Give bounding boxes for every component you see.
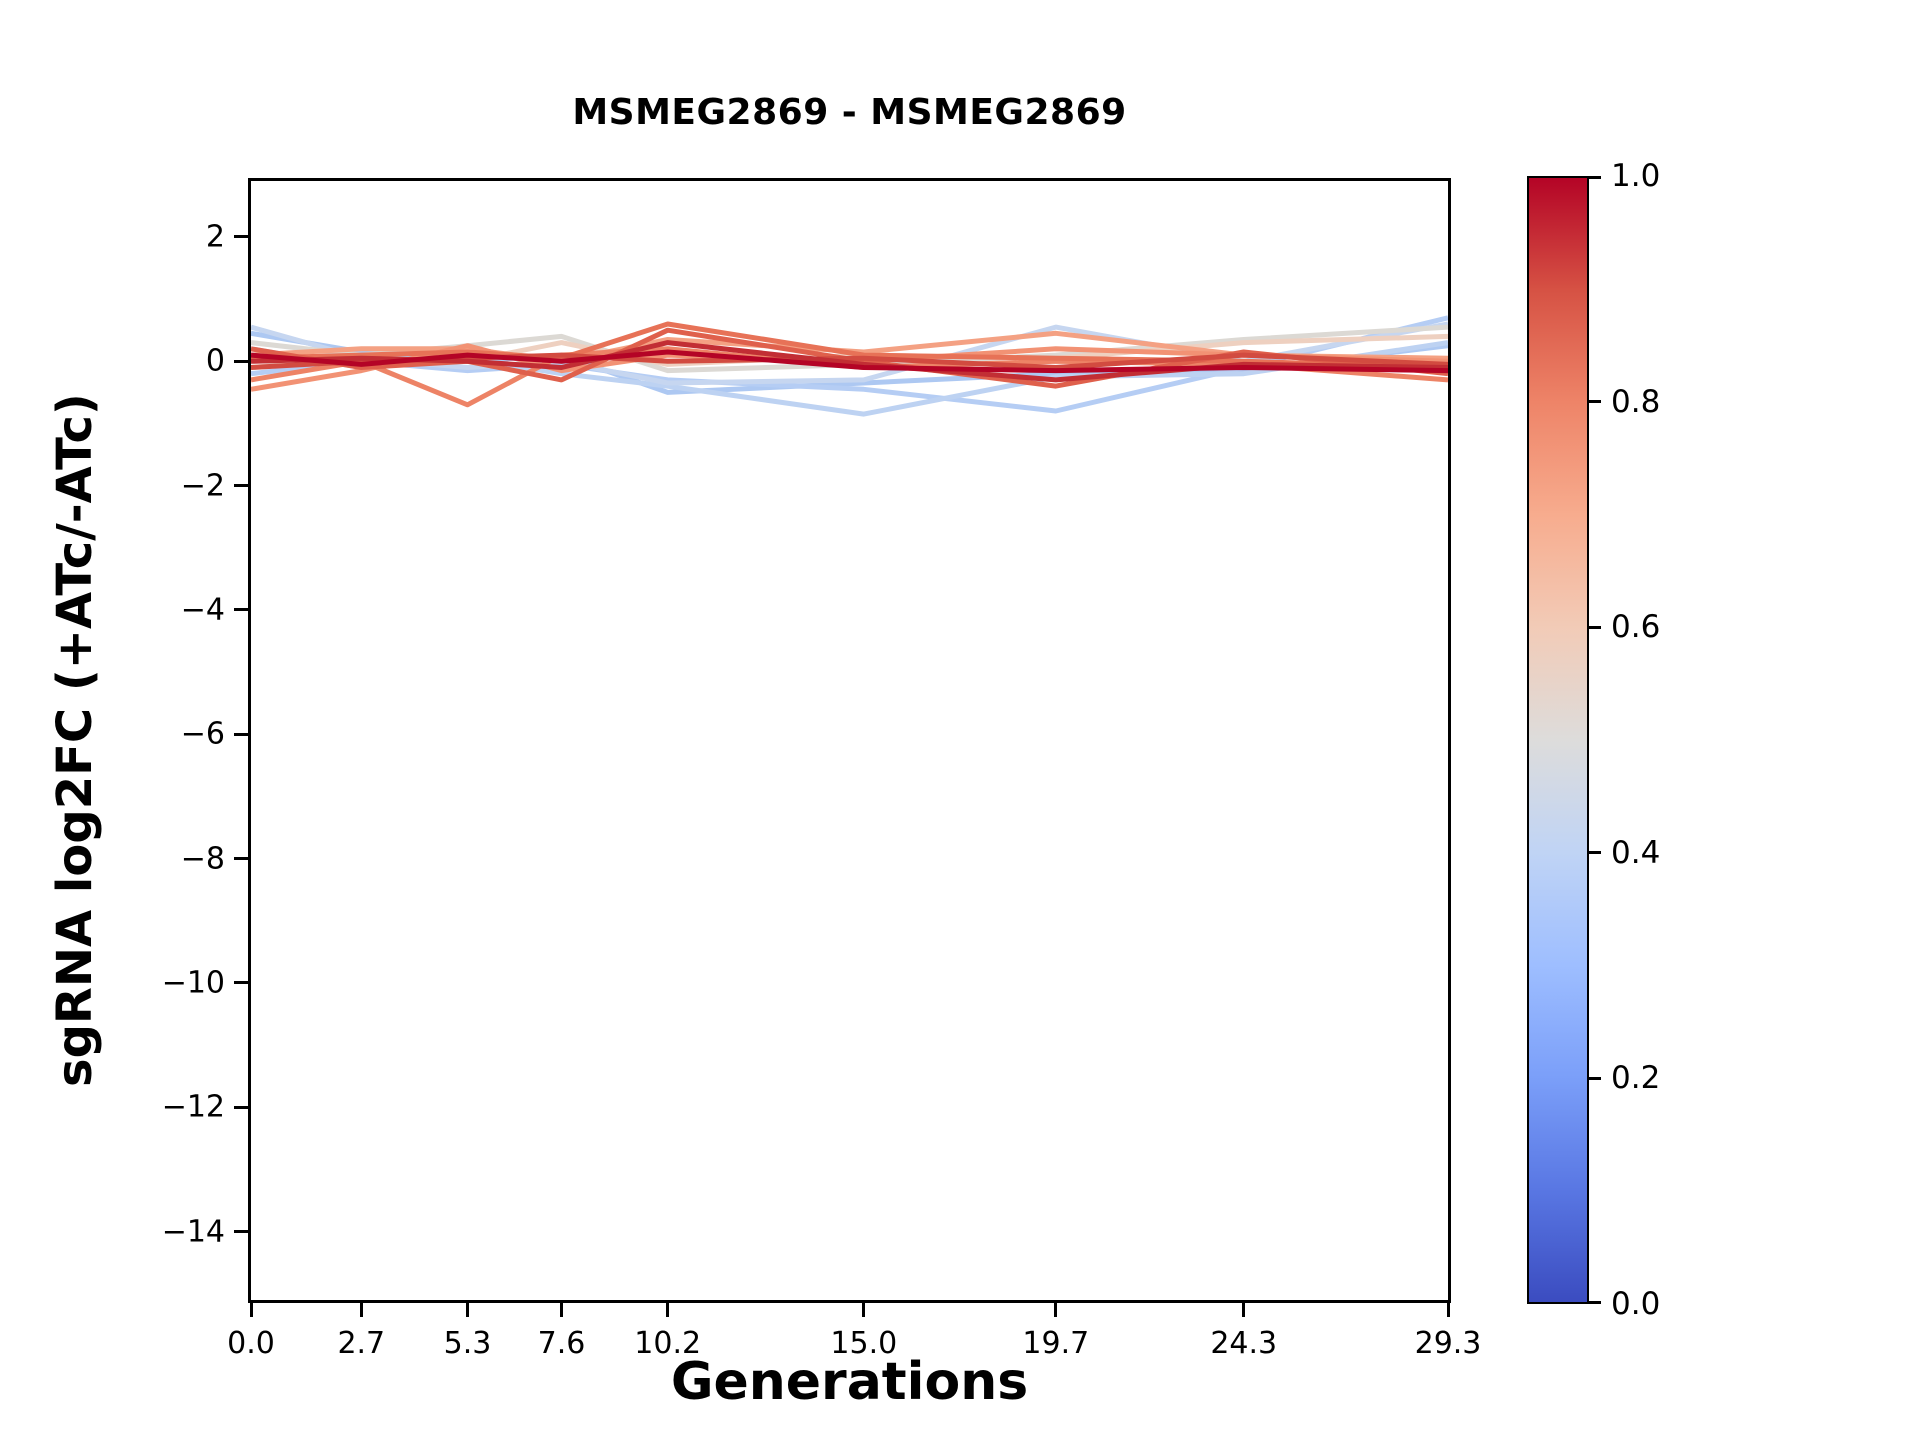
sgrna-line xyxy=(251,349,1448,374)
y-tick-mark xyxy=(234,484,248,488)
y-tick-mark xyxy=(234,235,248,239)
x-tick-label: 0.0 xyxy=(227,1326,275,1361)
x-axis-label: Generations xyxy=(670,1352,1029,1412)
colorbar-tick-label: 0.0 xyxy=(1611,1286,1661,1322)
y-tick-label: 0 xyxy=(205,343,225,379)
y-tick-label: −6 xyxy=(180,716,225,752)
x-tick-mark xyxy=(1242,1303,1246,1317)
y-tick-label: −2 xyxy=(180,468,225,504)
y-axis-label: sgRNA log2FC (+ATc/-ATc) xyxy=(47,393,103,1088)
x-tick-label: 19.7 xyxy=(1022,1326,1090,1361)
x-tick-mark xyxy=(1446,1303,1450,1317)
colorbar-tick-label: 0.8 xyxy=(1611,383,1661,420)
y-tick-mark xyxy=(234,359,248,363)
x-tick-mark xyxy=(249,1303,253,1317)
plot-area xyxy=(248,178,1451,1303)
x-tick-mark xyxy=(1054,1303,1058,1317)
y-tick-label: −10 xyxy=(161,965,225,1001)
x-tick-label: 2.7 xyxy=(337,1326,386,1361)
y-tick-mark xyxy=(234,732,248,736)
colorbar-gradient xyxy=(1529,178,1587,1302)
x-tick-mark xyxy=(359,1303,363,1317)
x-tick-mark xyxy=(862,1303,866,1317)
y-tick-mark xyxy=(234,1105,248,1109)
x-tick-label: 10.2 xyxy=(634,1326,702,1361)
colorbar-tick-label: 0.4 xyxy=(1611,834,1661,871)
y-tick-mark xyxy=(234,1230,248,1234)
colorbar-tick-mark xyxy=(1589,1076,1601,1080)
x-tick-label: 15.0 xyxy=(830,1326,898,1361)
colorbar-tick-label: 0.6 xyxy=(1611,609,1661,646)
x-tick-label: 24.3 xyxy=(1210,1326,1278,1361)
x-tick-label: 7.6 xyxy=(537,1326,586,1361)
colorbar-tick-mark xyxy=(1589,176,1601,179)
colorbar-tick-label: 1.0 xyxy=(1611,158,1661,194)
chart-title: MSMEG2869 - MSMEG2869 xyxy=(572,92,1127,133)
sgrna-line xyxy=(251,327,1448,389)
colorbar-tick-label: 0.2 xyxy=(1611,1060,1661,1097)
colorbar-tick-mark xyxy=(1589,625,1601,629)
line-series-canvas xyxy=(251,315,1448,417)
y-tick-label: 2 xyxy=(205,219,225,255)
y-tick-mark xyxy=(234,981,248,985)
y-tick-label: −4 xyxy=(180,592,225,628)
y-tick-label: −8 xyxy=(180,841,225,877)
colorbar xyxy=(1527,176,1589,1304)
y-tick-mark xyxy=(234,857,248,861)
x-tick-label: 29.3 xyxy=(1414,1326,1482,1361)
y-tick-label: −14 xyxy=(161,1214,225,1250)
x-tick-mark xyxy=(559,1303,563,1317)
y-tick-label: −12 xyxy=(161,1089,225,1125)
sgrna-line xyxy=(251,330,1448,364)
x-tick-mark xyxy=(666,1303,670,1317)
x-tick-mark xyxy=(466,1303,470,1317)
colorbar-tick-mark xyxy=(1589,1301,1601,1304)
colorbar-tick-mark xyxy=(1589,851,1601,855)
y-tick-mark xyxy=(234,608,248,612)
x-tick-label: 5.3 xyxy=(443,1326,492,1361)
colorbar-tick-mark xyxy=(1589,400,1601,404)
